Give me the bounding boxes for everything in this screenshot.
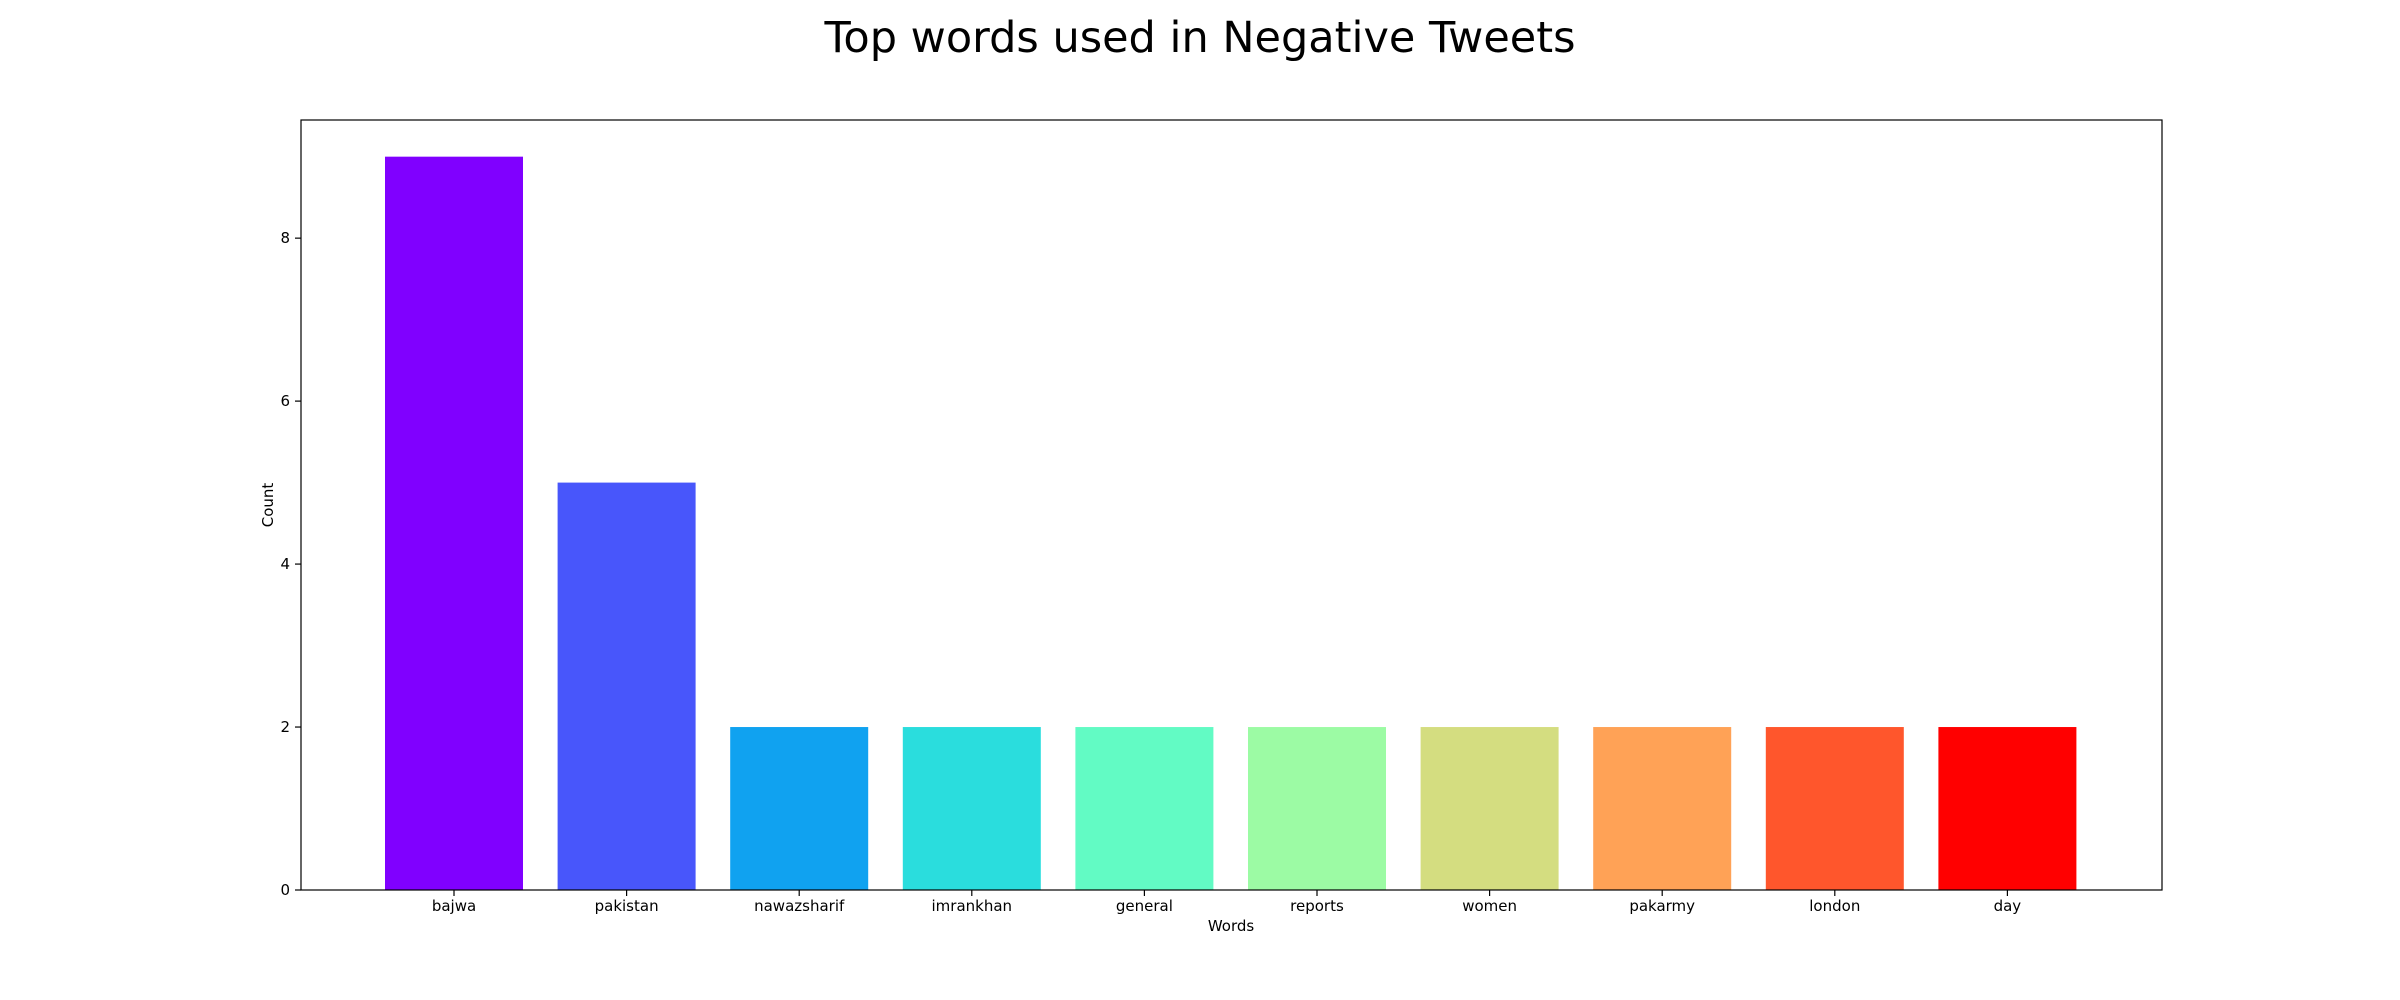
x-tick-label: nawazsharif xyxy=(754,897,845,915)
bar-day xyxy=(1938,727,2077,890)
bars-group xyxy=(385,156,2077,890)
bar-women xyxy=(1420,727,1559,890)
y-tick-label: 8 xyxy=(280,229,290,247)
x-tick-label: pakarmy xyxy=(1629,897,1695,915)
y-tick-label: 4 xyxy=(280,555,290,573)
y-tick-label: 0 xyxy=(280,881,290,899)
y-axis-ticks: 0 2 4 6 8 xyxy=(280,229,301,899)
y-tick-label: 2 xyxy=(280,718,290,736)
bar-pakistan xyxy=(557,482,696,890)
x-tick-label: reports xyxy=(1290,897,1344,915)
x-tick-label: women xyxy=(1462,897,1517,915)
x-tick-label: pakistan xyxy=(595,897,659,915)
bar-pakarmy xyxy=(1593,727,1732,890)
chart-title: Top words used in Negative Tweets xyxy=(823,13,1575,63)
bar-general xyxy=(1075,727,1214,890)
x-tick-label: general xyxy=(1116,897,1173,915)
bar-nawazsharif xyxy=(730,727,869,890)
x-tick-label: imrankhan xyxy=(932,897,1013,915)
bar-london xyxy=(1765,727,1904,890)
x-axis-label: Words xyxy=(1208,917,1255,935)
bar-reports xyxy=(1248,727,1386,890)
x-tick-label: london xyxy=(1809,897,1860,915)
x-tick-label: bajwa xyxy=(432,897,476,915)
y-axis-label: Count xyxy=(259,483,277,528)
y-tick-label: 6 xyxy=(280,392,290,410)
x-axis-ticks: bajwa pakistan nawazsharif imrankhan general… xyxy=(432,890,2021,915)
plot-frame xyxy=(300,119,2163,891)
bar-imrankhan xyxy=(902,727,1041,890)
x-tick-label: day xyxy=(1994,897,2022,915)
bar-bajwa xyxy=(385,156,523,890)
